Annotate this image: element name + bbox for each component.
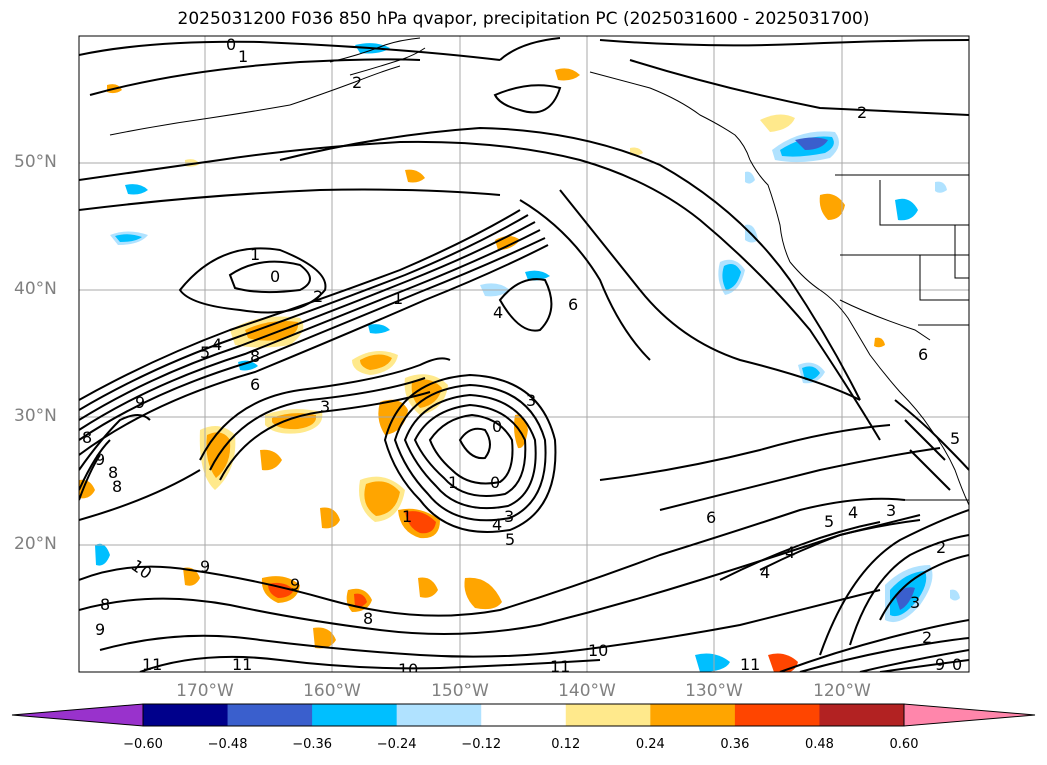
lon-tick-label: 130°W <box>685 681 743 701</box>
graticule <box>79 36 969 672</box>
contour-label: 0 <box>492 417 502 436</box>
contour-label: 2 <box>922 628 932 647</box>
contour-label: 8 <box>108 463 118 482</box>
contour-label: 11 <box>740 655 760 674</box>
contour-label: 5 <box>505 530 515 549</box>
colorbar-cell <box>565 704 651 726</box>
contour-label: 2 <box>352 73 362 92</box>
lon-tick-label: 160°W <box>303 681 361 701</box>
colorbar-tick-label: 0.12 <box>551 737 581 752</box>
contour-label: 3 <box>526 391 536 410</box>
contour-label: 8 <box>250 347 260 366</box>
colorbar-cell <box>227 704 313 726</box>
qvapor-contours <box>79 37 969 672</box>
contour-label: 9 <box>95 620 105 639</box>
contour-label: 3 <box>504 507 514 526</box>
colorbar-extend-low <box>11 703 144 727</box>
contour-label: 10 <box>588 641 608 660</box>
contour-label: 4 <box>493 303 503 322</box>
contour-labels: 0 1 2 1 0 2 1 5 4 8 6 6 4 9 8 9 8 8 3 0 … <box>82 35 962 679</box>
contour-label: 8 <box>363 609 373 628</box>
contour-label: 9 <box>95 450 105 469</box>
precipitation-shading <box>79 43 960 672</box>
contour-label: 5 <box>200 343 210 362</box>
lon-tick-label: 140°W <box>558 681 616 701</box>
colorbar-tick-label: −0.60 <box>123 737 163 752</box>
colorbar-tick-label: −0.48 <box>207 737 248 752</box>
contour-label: 0 <box>952 655 962 674</box>
colorbar-tick-label: 0.24 <box>635 737 665 752</box>
contour-label: 1 <box>250 245 260 264</box>
map-frame <box>78 35 970 673</box>
contour-label: 2 <box>936 538 946 557</box>
colorbar-cell <box>312 704 398 726</box>
contour-label: 10 <box>128 556 156 583</box>
contour-label: 1 <box>238 47 248 66</box>
colorbar-tick-label: −0.12 <box>461 737 502 752</box>
contour-label: 6 <box>706 508 716 527</box>
contour-label: 11 <box>550 657 570 676</box>
colorbar-cell <box>143 704 229 726</box>
colorbar-cell <box>481 704 567 726</box>
lon-tick-label: 170°W <box>176 681 234 701</box>
contour-label: 2 <box>313 287 323 306</box>
lat-tick-label: 20°N <box>14 534 57 554</box>
colorbar-cell <box>819 704 905 726</box>
contour-label: 3 <box>320 397 330 416</box>
contour-label: 0 <box>490 473 500 492</box>
contour-label: 9 <box>290 575 300 594</box>
colorbar-tick-label: 0.36 <box>720 737 750 752</box>
colorbar-tick-label: 0.48 <box>804 737 834 752</box>
lat-tick-label: 40°N <box>14 279 57 299</box>
colorbar-tick-label: −0.36 <box>292 737 333 752</box>
contour-label: 3 <box>910 593 920 612</box>
contour-label: 2 <box>857 103 867 122</box>
colorbar-cell <box>396 704 482 726</box>
contour-label: 1 <box>393 289 403 308</box>
contour-label: 0 <box>270 267 280 286</box>
contour-label: 8 <box>82 428 92 447</box>
contour-label: 9 <box>935 655 945 674</box>
contour-label: 5 <box>824 512 834 531</box>
lon-tick-label: 120°W <box>813 681 871 701</box>
contour-label: 4 <box>785 543 795 562</box>
contour-label: 6 <box>568 295 578 314</box>
contour-label: 4 <box>492 515 502 534</box>
contour-label: 4 <box>212 335 222 354</box>
contour-label: 3 <box>886 501 896 520</box>
contour-label: 5 <box>950 429 960 448</box>
contour-label: 9 <box>200 557 210 576</box>
map-title: 2025031200 F036 850 hPa qvapor, precipit… <box>177 9 870 29</box>
contour-label: 8 <box>112 477 122 496</box>
lon-tick-label: 150°W <box>431 681 489 701</box>
colorbar-tick-label: −0.24 <box>376 737 417 752</box>
contour-label: 8 <box>100 595 110 614</box>
colorbar-cell <box>734 704 820 726</box>
contour-label: 11 <box>232 655 252 674</box>
contour-label: 0 <box>226 35 236 54</box>
contour-label: 11 <box>142 655 162 674</box>
contour-label: 1 <box>402 507 412 526</box>
lat-tick-label: 30°N <box>14 406 57 426</box>
contour-label: 1 <box>448 473 458 492</box>
contour-label: 4 <box>848 503 858 522</box>
lat-tick-label: 50°N <box>14 152 57 172</box>
colorbar-extend-high <box>903 703 1036 727</box>
contour-label: 6 <box>918 345 928 364</box>
map-panel: 0 1 2 1 0 2 1 5 4 8 6 6 4 9 8 9 8 8 3 0 … <box>78 35 970 679</box>
contour-label: 4 <box>760 563 770 582</box>
contour-label: 6 <box>250 375 260 394</box>
contour-label: 10 <box>398 660 418 679</box>
colorbar-tick-label: 0.60 <box>889 737 919 752</box>
colorbar-cell <box>650 704 736 726</box>
contour-label: 9 <box>135 393 145 412</box>
colorbar <box>11 703 1036 727</box>
